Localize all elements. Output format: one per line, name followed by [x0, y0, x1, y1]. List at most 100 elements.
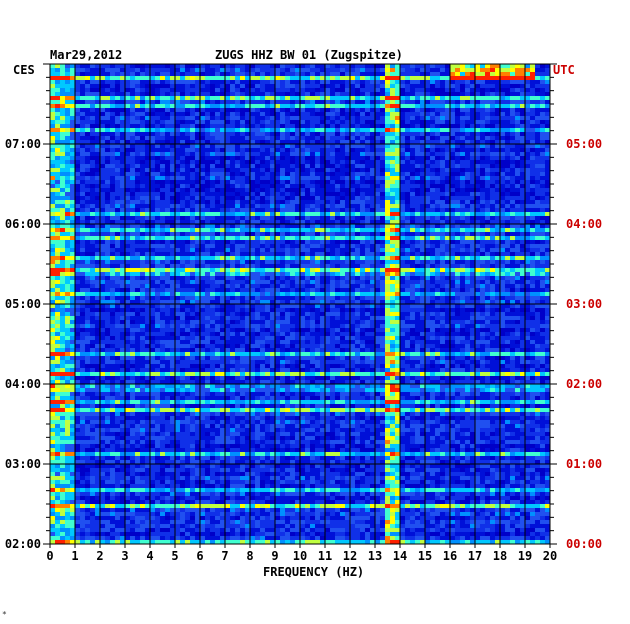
spectrogram-cell	[305, 124, 310, 128]
spectrogram-cell	[185, 244, 190, 248]
spectrogram-cell	[140, 236, 145, 240]
spectrogram-cell	[95, 192, 100, 196]
spectrogram-cell	[515, 64, 520, 68]
spectrogram-cell	[315, 108, 320, 112]
spectrogram-cell	[245, 128, 250, 132]
spectrogram-cell	[185, 256, 190, 260]
spectrogram-cell	[485, 144, 490, 148]
spectrogram-cell	[220, 100, 225, 104]
spectrogram-cell	[375, 264, 380, 268]
spectrogram-cell	[110, 168, 115, 172]
spectrogram-cell	[285, 156, 290, 160]
spectrogram-cell	[495, 276, 500, 280]
spectrogram-cell	[505, 204, 510, 208]
spectrogram-cell	[440, 228, 445, 232]
spectrogram-cell	[120, 212, 125, 216]
spectrogram-cell	[475, 232, 480, 236]
spectrogram-cell	[400, 104, 405, 108]
spectrogram-cell	[380, 228, 385, 232]
spectrogram-cell	[415, 240, 420, 244]
spectrogram-cell	[270, 84, 275, 88]
spectrogram-cell	[490, 236, 495, 240]
spectrogram-cell	[525, 168, 530, 172]
spectrogram-cell	[195, 64, 200, 68]
spectrogram-cell	[140, 184, 145, 188]
spectrogram-cell	[415, 224, 420, 228]
spectrogram-cell	[375, 140, 380, 144]
spectrogram-cell	[365, 100, 370, 104]
spectrogram-cell	[190, 276, 195, 280]
spectrogram-cell	[215, 196, 220, 200]
spectrogram-cell	[370, 248, 375, 252]
spectrogram-cell	[195, 92, 200, 96]
spectrogram-cell	[420, 84, 425, 88]
spectrogram-cell	[260, 156, 265, 160]
spectrogram-cell	[445, 196, 450, 200]
spectrogram-cell	[405, 256, 410, 260]
spectrogram-cell	[490, 244, 495, 248]
spectrogram-cell	[60, 232, 65, 236]
spectrogram-cell	[520, 212, 525, 216]
spectrogram-cell	[280, 180, 285, 184]
spectrogram-cell	[395, 272, 400, 276]
spectrogram-cell	[485, 264, 490, 268]
spectrogram-cell	[125, 192, 130, 196]
spectrogram-cell	[290, 264, 295, 268]
spectrogram-cell	[310, 64, 315, 68]
spectrogram-cell	[540, 280, 545, 284]
spectrogram-cell	[55, 196, 60, 200]
spectrogram-cell	[360, 200, 365, 204]
spectrogram-cell	[525, 72, 530, 76]
spectrogram-cell	[330, 248, 335, 252]
spectrogram-cell	[300, 80, 305, 84]
spectrogram-cell	[200, 64, 205, 68]
spectrogram-cell	[410, 112, 415, 116]
spectrogram-cell	[505, 244, 510, 248]
spectrogram-cell	[305, 68, 310, 72]
spectrogram-cell	[130, 236, 135, 240]
spectrogram-cell	[360, 80, 365, 84]
spectrogram-cell	[100, 136, 105, 140]
spectrogram-cell	[405, 144, 410, 148]
spectrogram-cell	[120, 128, 125, 132]
spectrogram-cell	[405, 152, 410, 156]
spectrogram-cell	[215, 152, 220, 156]
spectrogram-cell	[125, 104, 130, 108]
spectrogram-cell	[435, 128, 440, 132]
spectrogram-cell	[510, 96, 515, 100]
spectrogram-cell	[80, 184, 85, 188]
spectrogram-cell	[120, 256, 125, 260]
spectrogram-cell	[405, 120, 410, 124]
spectrogram-cell	[310, 232, 315, 236]
spectrogram-cell	[540, 212, 545, 216]
spectrogram-cell	[510, 104, 515, 108]
spectrogram-cell	[420, 176, 425, 180]
spectrogram-cell	[75, 256, 80, 260]
spectrogram-cell	[140, 244, 145, 248]
spectrogram-cell	[145, 180, 150, 184]
spectrogram-cell	[125, 256, 130, 260]
spectrogram-cell	[520, 96, 525, 100]
spectrogram-cell	[525, 216, 530, 220]
spectrogram-cell	[185, 152, 190, 156]
spectrogram-cell	[250, 268, 255, 272]
spectrogram-cell	[380, 248, 385, 252]
spectrogram-cell	[120, 132, 125, 136]
spectrogram-cell	[445, 264, 450, 268]
spectrogram-cell	[400, 112, 405, 116]
spectrogram-cell	[90, 204, 95, 208]
spectrogram-cell	[240, 188, 245, 192]
spectrogram-cell	[110, 68, 115, 72]
spectrogram-cell	[295, 84, 300, 88]
spectrogram-cell	[280, 120, 285, 124]
spectrogram-cell	[500, 132, 505, 136]
spectrogram-cell	[335, 144, 340, 148]
spectrogram-cell	[150, 176, 155, 180]
spectrogram-cell	[130, 116, 135, 120]
spectrogram-cell	[80, 152, 85, 156]
spectrogram-cell	[50, 248, 55, 252]
spectrogram-cell	[485, 64, 490, 68]
spectrogram-cell	[275, 196, 280, 200]
spectrogram-cell	[520, 232, 525, 236]
spectrogram-cell	[510, 64, 515, 68]
